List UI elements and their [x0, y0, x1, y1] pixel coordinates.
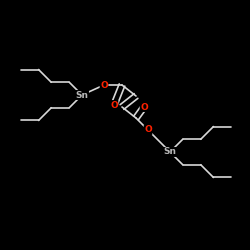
Text: O: O — [110, 100, 118, 110]
Text: Sn: Sn — [164, 148, 176, 156]
Text: Sn: Sn — [76, 90, 88, 100]
Text: O: O — [100, 80, 108, 90]
Text: O: O — [140, 102, 148, 112]
Text: O: O — [144, 126, 152, 134]
